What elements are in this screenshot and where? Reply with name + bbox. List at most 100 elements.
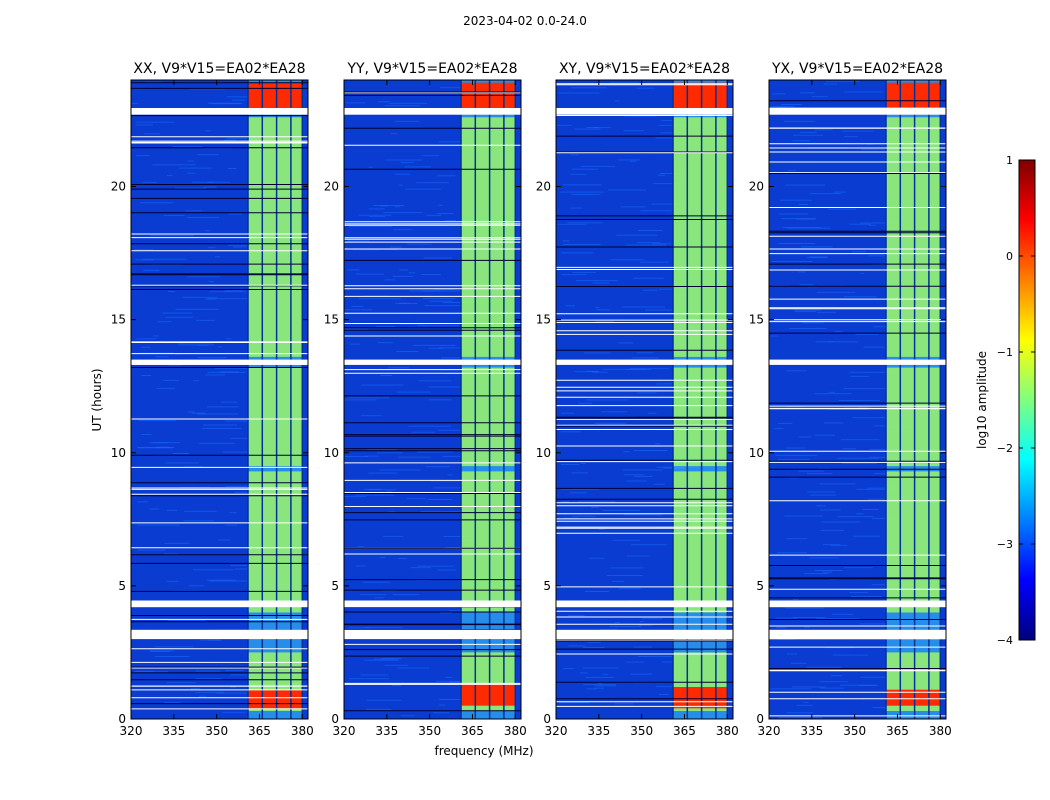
noise-streak xyxy=(563,240,570,242)
noise-streak xyxy=(579,672,588,674)
noise-streak xyxy=(166,682,196,684)
noise-streak xyxy=(134,249,154,251)
noise-streak xyxy=(428,386,460,388)
noise-streak xyxy=(867,498,902,500)
noise-streak xyxy=(789,328,827,329)
noise-streak xyxy=(840,684,876,686)
noise-streak xyxy=(395,302,410,304)
noise-streak xyxy=(398,558,408,559)
noise-streak xyxy=(185,210,202,212)
noise-streak xyxy=(624,474,645,476)
noise-streak xyxy=(167,620,206,622)
noise-streak xyxy=(636,352,654,354)
x-tick-label: 320 xyxy=(333,724,356,738)
noise-streak xyxy=(136,124,153,126)
noise-streak xyxy=(362,581,390,583)
y-tick-label: 5 xyxy=(118,579,126,593)
noise-streak xyxy=(205,130,212,132)
noise-streak xyxy=(629,160,637,162)
y-tick-label: 20 xyxy=(324,180,339,194)
noise-streak xyxy=(772,93,786,95)
noise-streak xyxy=(815,341,858,343)
noise-streak xyxy=(792,686,826,688)
noise-streak xyxy=(850,596,882,597)
x-tick-label: 380 xyxy=(291,724,314,738)
noise-streak xyxy=(601,411,628,413)
panel-frame xyxy=(130,79,309,720)
noise-streak xyxy=(167,175,173,177)
noise-streak xyxy=(222,711,246,713)
noise-streak xyxy=(617,159,640,161)
noise-streak xyxy=(612,580,624,582)
noise-streak xyxy=(344,456,368,457)
noise-streak xyxy=(367,699,402,701)
noise-streak xyxy=(586,688,597,690)
noise-streak xyxy=(228,213,242,215)
noise-streak xyxy=(231,99,246,101)
flagged-row xyxy=(556,108,733,115)
noise-streak xyxy=(843,407,872,409)
noise-streak xyxy=(814,434,835,436)
noise-streak xyxy=(800,131,817,133)
noise-streak xyxy=(829,578,836,580)
noise-streak xyxy=(594,685,617,687)
rfi-hot-region xyxy=(248,82,303,112)
noise-streak xyxy=(558,223,587,225)
noise-streak xyxy=(396,351,419,352)
noise-streak xyxy=(842,448,856,450)
noise-streak xyxy=(859,272,865,274)
noise-streak xyxy=(843,296,877,298)
noise-streak xyxy=(868,224,877,226)
noise-streak xyxy=(640,261,669,263)
noise-streak xyxy=(786,227,831,229)
noise-streak xyxy=(137,501,148,503)
noise-streak xyxy=(368,472,398,474)
noise-streak xyxy=(636,87,655,89)
noise-streak xyxy=(383,212,423,214)
noise-streak xyxy=(443,536,476,537)
noise-streak xyxy=(355,565,366,567)
x-tick-label: 380 xyxy=(716,724,739,738)
noise-streak xyxy=(817,311,837,313)
noise-streak xyxy=(389,102,427,104)
noise-streak xyxy=(637,230,663,231)
noise-streak xyxy=(598,528,605,530)
noise-streak xyxy=(429,300,453,302)
noise-streak xyxy=(218,346,223,348)
figure-title: 2023-04-02 0.0-24.0 xyxy=(463,14,587,28)
noise-streak xyxy=(149,235,194,237)
noise-streak xyxy=(388,511,396,513)
noise-streak xyxy=(561,274,587,276)
noise-streak xyxy=(571,515,596,517)
noise-streak xyxy=(777,422,793,424)
rfi-hot-region xyxy=(886,82,941,112)
noise-streak xyxy=(798,436,811,438)
noise-streak xyxy=(410,567,432,569)
noise-streak xyxy=(447,474,453,476)
noise-streak xyxy=(348,240,370,242)
noise-streak xyxy=(137,549,166,551)
noise-streak xyxy=(165,316,194,318)
panel-frame xyxy=(555,79,734,720)
noise-streak xyxy=(786,712,814,714)
noise-streak xyxy=(591,506,599,508)
noise-streak xyxy=(609,626,642,627)
x-tick-label: 365 xyxy=(886,724,909,738)
noise-streak xyxy=(775,454,818,456)
noise-streak xyxy=(825,647,855,649)
noise-streak xyxy=(778,243,816,244)
noise-streak xyxy=(195,692,225,694)
y-tick-label: 10 xyxy=(324,446,339,460)
y-tick-label: 20 xyxy=(749,180,764,194)
noise-streak xyxy=(584,352,611,354)
noise-streak xyxy=(863,346,885,348)
noise-streak xyxy=(794,309,822,311)
noise-streak xyxy=(837,516,874,518)
noise-streak xyxy=(794,311,816,313)
colorbar-tick-label: −2 xyxy=(997,442,1013,455)
noise-streak xyxy=(163,379,179,381)
noise-streak xyxy=(167,291,175,292)
noise-streak xyxy=(164,553,179,555)
y-tick-label: 15 xyxy=(536,313,551,327)
y-tick-label: 10 xyxy=(111,446,126,460)
